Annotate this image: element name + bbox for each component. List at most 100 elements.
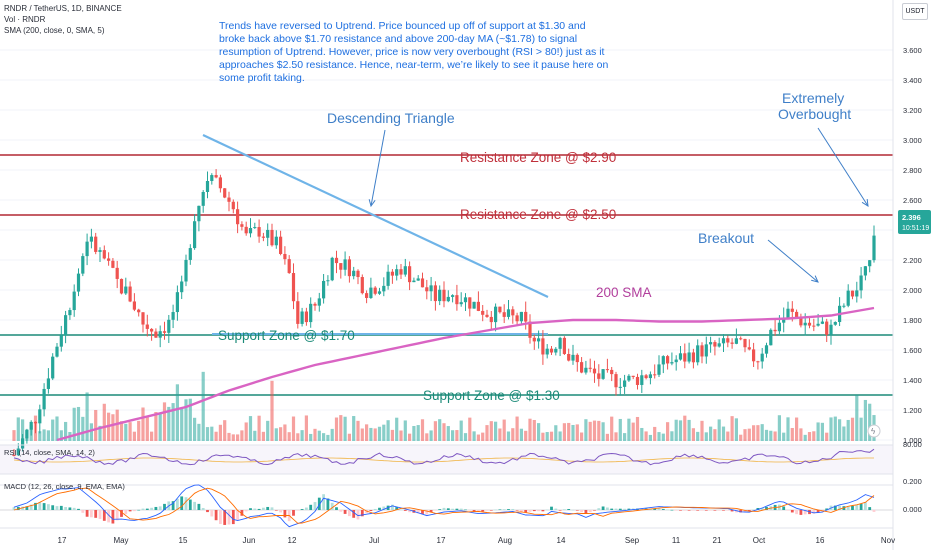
macd-histogram-bar xyxy=(85,510,89,517)
macd-histogram-bar xyxy=(42,503,46,510)
volume-bar xyxy=(85,392,89,441)
volume-bar xyxy=(167,406,171,441)
candle-body xyxy=(76,273,81,292)
volume-bar xyxy=(829,417,833,441)
overbought-arrow-head xyxy=(861,198,869,207)
macd-histogram-bar xyxy=(98,510,102,519)
volume-bar xyxy=(21,419,25,441)
volume-bar xyxy=(601,422,605,441)
volume-bar xyxy=(631,422,635,441)
macd-histogram-bar xyxy=(102,510,106,521)
volume-bars xyxy=(12,371,876,441)
chart-grid xyxy=(0,49,893,441)
candle-body xyxy=(567,353,571,361)
macd-histogram-bar xyxy=(790,510,794,513)
macd-histogram-bar xyxy=(145,508,149,510)
volume-bar xyxy=(863,399,867,441)
macd-histogram-bar xyxy=(274,510,278,511)
volume-bar xyxy=(218,424,222,441)
volume-line[interactable]: Vol · RNDR xyxy=(4,15,46,24)
volume-bar xyxy=(545,432,549,441)
macd-histogram-bar xyxy=(833,505,837,510)
candle-body xyxy=(175,292,179,313)
volume-bar xyxy=(549,431,554,441)
candle-body xyxy=(261,236,265,238)
volume-bar xyxy=(764,429,769,441)
candle-body xyxy=(627,375,631,381)
candle-body xyxy=(691,352,695,363)
volume-bar xyxy=(610,416,614,441)
volume-bar xyxy=(12,430,16,441)
volume-bar xyxy=(150,431,154,441)
candle-body xyxy=(300,311,304,324)
candle-body xyxy=(468,297,472,309)
volume-bar xyxy=(670,431,674,441)
volume-bar xyxy=(171,403,175,441)
volume-bar xyxy=(412,425,416,441)
symbol-line[interactable]: RNDR / TetherUS, 1D, BINANCE xyxy=(4,4,122,13)
lightning-icon[interactable] xyxy=(867,424,881,438)
candle-body xyxy=(403,266,407,275)
macd-histogram-bar xyxy=(692,510,695,511)
volume-bar xyxy=(554,425,558,441)
macd-histogram-bar xyxy=(657,508,661,510)
candle-body xyxy=(833,322,837,325)
macd-histogram-bar xyxy=(425,510,429,515)
volume-bar xyxy=(115,409,119,441)
volume-bar xyxy=(416,425,420,441)
volume-bar xyxy=(782,432,786,441)
volume-bar xyxy=(506,431,511,441)
macd-histogram-bar xyxy=(373,508,377,510)
volume-bar xyxy=(528,418,532,441)
overbought-label-line2: Overbought xyxy=(778,106,851,122)
volume-bar xyxy=(747,428,751,441)
macd-histogram-bar xyxy=(210,510,214,517)
candle-body xyxy=(330,257,334,281)
volume-bar xyxy=(855,395,859,441)
macd-histogram-bar xyxy=(416,510,420,514)
candle-body xyxy=(214,175,218,178)
candle-body xyxy=(390,271,394,276)
volume-bar xyxy=(588,421,592,441)
volume-bar xyxy=(442,423,446,441)
rsi-pane xyxy=(0,444,893,475)
candle-body xyxy=(511,309,515,316)
macd-histogram-bar xyxy=(868,507,872,510)
price-levels xyxy=(0,154,893,396)
macd-histogram-bar xyxy=(726,510,730,511)
macd-histogram-bar xyxy=(309,504,313,510)
volume-bar xyxy=(81,416,85,441)
macd-histogram-bar xyxy=(429,510,433,513)
candle-body xyxy=(408,266,412,283)
volume-bar xyxy=(803,434,807,441)
candle-body xyxy=(154,331,158,338)
candle-body xyxy=(842,305,846,307)
macd-histogram-bar xyxy=(704,510,708,511)
macd-histogram-bar xyxy=(558,510,562,511)
volume-bar xyxy=(743,429,747,441)
macd-histogram-bar xyxy=(803,510,807,515)
volume-bar xyxy=(721,426,726,441)
candle-body xyxy=(244,226,248,234)
volume-bar xyxy=(322,433,326,441)
candle-body xyxy=(803,322,807,326)
sma-line[interactable]: SMA (200, close, 0, SMA, 5) xyxy=(4,26,105,35)
macd-histogram-bar xyxy=(317,497,321,510)
currency-badge[interactable]: USDT xyxy=(902,3,928,20)
macd-histogram-bar xyxy=(683,510,687,511)
volume-bar xyxy=(739,434,743,441)
candle-body xyxy=(532,337,536,342)
candle-body xyxy=(240,224,244,227)
macd-histogram-bar xyxy=(498,509,502,511)
volume-bar xyxy=(541,432,545,441)
volume-bar xyxy=(210,426,214,441)
candle-body xyxy=(786,308,790,318)
volume-bar xyxy=(476,434,480,441)
volume-bar xyxy=(687,419,691,441)
volume-bar xyxy=(244,422,248,441)
candle-body xyxy=(399,269,403,275)
volume-bar xyxy=(700,420,704,441)
macd-histogram-bar xyxy=(266,506,270,510)
macd-histogram-bar xyxy=(197,503,201,510)
